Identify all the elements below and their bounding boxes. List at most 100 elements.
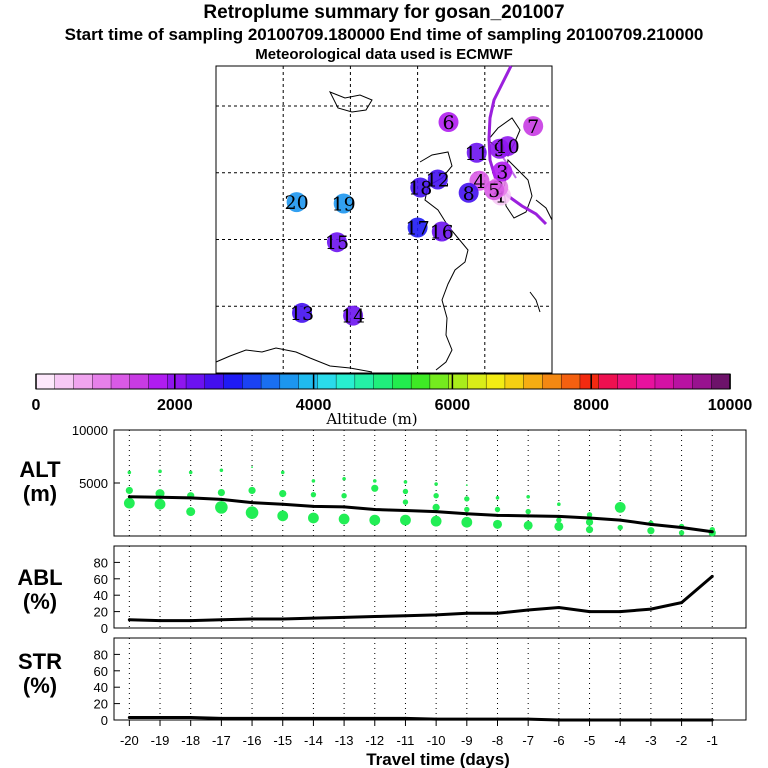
- abl-label-line2: (%): [22, 589, 58, 614]
- str-point: [189, 716, 193, 720]
- abl-point: [189, 619, 193, 623]
- x-tick-label: -11: [397, 733, 415, 748]
- colorbar-cell: [504, 373, 525, 390]
- alt-mean-point: [680, 526, 684, 530]
- plume-marker: [326, 232, 347, 253]
- str-ytick-label: 0: [101, 713, 108, 728]
- alt-cluster-dot: [310, 491, 317, 498]
- str-point: [373, 716, 377, 720]
- alt-cluster-dot: [525, 508, 531, 515]
- alt-cluster-dot: [251, 466, 253, 468]
- str-point: [250, 716, 254, 720]
- plume-marker: [333, 193, 354, 214]
- x-tick-label: -5: [584, 733, 596, 748]
- plume-marker-label: 8: [463, 183, 475, 205]
- plume-marker-label: 10: [496, 136, 520, 158]
- alt-cluster-dot: [402, 499, 409, 505]
- abl-point: [127, 618, 131, 622]
- plume-marker: [407, 217, 428, 238]
- plume-marker: [286, 192, 307, 213]
- str-point: [342, 716, 346, 720]
- alt-mean-point: [434, 510, 438, 514]
- str-label-line1: STR: [18, 649, 62, 674]
- x-tick-label: -7: [522, 733, 534, 748]
- str-label-line2: (%): [22, 673, 58, 698]
- colorbar-cell: [579, 373, 600, 390]
- chart-title: Retroplume summary for gosan_201007: [203, 2, 565, 23]
- alt-cluster-dot: [432, 503, 440, 511]
- colorbar-cell: [185, 373, 206, 390]
- plume-marker-label: 15: [325, 232, 349, 254]
- alt-cluster-dot: [311, 479, 316, 483]
- alt-mean-point: [465, 512, 469, 516]
- plume-marker-label: 14: [341, 306, 365, 328]
- alt-cluster-dot: [371, 484, 379, 492]
- plume-marker: [343, 305, 364, 326]
- alt-cluster-dot: [523, 520, 533, 530]
- plume-marker-label: 20: [285, 192, 309, 214]
- abl-point: [403, 614, 407, 618]
- colorbar-cell: [410, 373, 431, 390]
- alt-cluster-dot: [248, 486, 256, 495]
- alt-cluster-dot: [400, 514, 411, 526]
- alt-cluster-dot: [127, 470, 132, 475]
- alt-cluster-dot: [617, 524, 623, 531]
- colorbar-cell: [617, 373, 637, 390]
- alt-label: ALT (m): [0, 458, 80, 506]
- colorbar-tick-label: 10000: [708, 397, 753, 414]
- alt-cluster-dot: [464, 506, 470, 513]
- abl-point: [495, 611, 499, 615]
- colorbar-cell: [636, 373, 656, 390]
- colorbar-axis-label: Altitude (m): [325, 410, 417, 428]
- str-ytick-label: 80: [94, 647, 108, 662]
- colorbar-cell: [279, 373, 300, 390]
- map-panel: 1234567891011121314151617181920: [215, 65, 553, 374]
- plume-marker: [431, 221, 452, 242]
- alt-cluster-dot: [494, 506, 501, 513]
- x-tick-label: -13: [335, 733, 354, 748]
- alt-cluster-dot: [461, 516, 473, 528]
- alt-cluster-dot: [585, 518, 594, 526]
- colorbar-cell: [110, 373, 131, 390]
- alt-cluster-dot: [402, 488, 409, 495]
- coastline: [215, 347, 373, 373]
- alt-mean-point: [403, 509, 407, 513]
- str-ytick-label: 20: [94, 697, 108, 712]
- alt-ytick-label: 10000: [72, 423, 108, 438]
- str-line: [129, 716, 713, 722]
- str-point: [403, 716, 407, 720]
- alt-cluster-dot: [125, 486, 133, 495]
- colorbar-cell: [92, 373, 112, 390]
- alt-mean-point: [526, 514, 530, 518]
- abl-ytick-label: 80: [94, 555, 108, 570]
- plume-marker-label: 19: [332, 193, 356, 215]
- str-point: [434, 717, 438, 721]
- colorbar-tick-label: 0: [32, 397, 41, 414]
- coastline: [529, 291, 541, 313]
- alt-mean-point: [189, 496, 193, 500]
- colorbar-cell: [54, 373, 75, 390]
- str-ytick-label: 40: [94, 680, 108, 695]
- abl-point: [434, 613, 438, 617]
- abl-point: [342, 615, 346, 619]
- alt-cluster-dot: [556, 517, 562, 523]
- x-tick-label: -9: [461, 733, 473, 748]
- alt-label-line1: ALT: [19, 457, 61, 482]
- colorbar-tick-label: 2000: [157, 397, 193, 414]
- alt-mean-point: [710, 530, 714, 534]
- plume-marker: [438, 112, 459, 133]
- plume-marker-label: 6: [442, 112, 454, 134]
- alt-cluster-dot: [280, 470, 285, 475]
- alt-mean-point: [373, 508, 377, 511]
- altitude-colorbar: 0 2000 4000 6000 8000 10000 Altitude (m): [32, 373, 753, 428]
- plume-marker: [484, 180, 505, 201]
- str-point: [127, 716, 131, 720]
- colorbar-cell: [467, 373, 487, 390]
- colorbar-cell: [335, 373, 356, 390]
- colorbar-cell: [204, 373, 225, 390]
- plume-marker-label: 17: [406, 218, 430, 240]
- alt-cluster-dot: [372, 479, 377, 483]
- abl-ytick-label: 0: [101, 621, 108, 636]
- alt-cluster-dot: [585, 526, 594, 534]
